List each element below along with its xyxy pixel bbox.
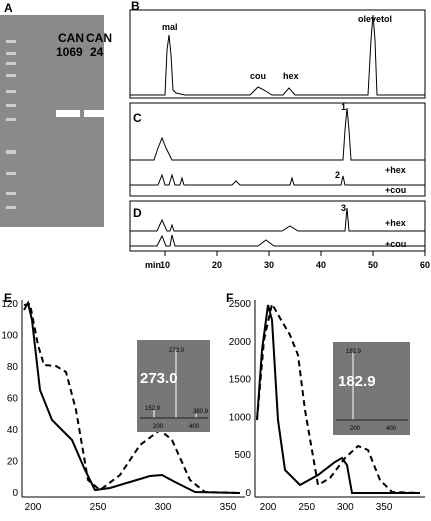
x-tick-label: 200 <box>153 424 164 430</box>
lane-label: CAN <box>58 31 84 45</box>
spectrum <box>23 300 241 494</box>
y-tick-label: 1500 <box>229 375 252 386</box>
panel-label: A <box>4 1 13 15</box>
y-tick-label: 100 <box>1 331 18 342</box>
panel-label: F <box>226 291 233 305</box>
x-tick-label: 250 <box>90 502 107 513</box>
peak-label: cou <box>250 71 266 81</box>
x-tick-label: 10 <box>160 260 170 270</box>
x-tick-label: 20 <box>212 260 222 270</box>
mass-label: 273.0 <box>140 370 178 387</box>
axis-unit: min <box>145 260 161 270</box>
band <box>84 110 104 117</box>
lane-label: 1069 <box>56 45 83 59</box>
x-tick-label: 200 <box>350 426 361 432</box>
x-tick-label: 300 <box>155 502 172 513</box>
peak-label: 3 <box>341 203 346 213</box>
peak-label: hex <box>283 71 299 81</box>
trace <box>130 173 425 186</box>
trace-label: +hex <box>385 218 406 228</box>
x-tick-label: 40 <box>316 260 326 270</box>
peak-label: olevetol <box>358 14 392 24</box>
y-tick-label: 1000 <box>229 412 252 423</box>
frame <box>129 102 426 197</box>
peak-label: 2 <box>335 170 340 180</box>
trace <box>130 207 425 232</box>
trace <box>130 234 425 247</box>
ladder <box>6 40 16 209</box>
x-tick-label: 50 <box>368 260 378 270</box>
peak-label: 1 <box>341 102 346 112</box>
y-tick-label: 20 <box>7 457 19 468</box>
y-tick-label: 2000 <box>229 337 252 348</box>
x-tick-label: 30 <box>264 260 274 270</box>
x-tick-label: 200 <box>25 502 42 513</box>
band <box>56 110 80 117</box>
spectrum <box>256 301 421 494</box>
peak-label: mal <box>162 22 178 32</box>
y-tick-label: 0 <box>245 488 251 499</box>
x-tick-label: 300 <box>337 502 354 513</box>
y-tick-label: 120 <box>1 299 18 310</box>
x-tick-label: 200 <box>260 502 277 513</box>
y-tick-label: 80 <box>7 362 19 373</box>
inset <box>137 340 210 432</box>
spectrum <box>256 304 420 494</box>
y-tick-label: 0 <box>12 488 18 499</box>
y-tick-label: 500 <box>234 450 251 461</box>
frame <box>129 9 426 99</box>
gel <box>0 15 104 227</box>
panel-label: E <box>4 291 12 305</box>
trace <box>130 107 425 161</box>
x-tick-label: 400 <box>189 424 200 430</box>
mass-label: 182.9 <box>338 373 376 390</box>
x-tick-label: 250 <box>298 502 315 513</box>
y-tick-label: 60 <box>7 394 19 405</box>
ms-label: 273.0 <box>169 348 185 354</box>
lane-label: CAN <box>86 31 112 45</box>
trace <box>130 14 425 96</box>
x-tick-label: 60 <box>420 260 430 270</box>
panel-label: B <box>131 0 140 13</box>
trace-label: +cou <box>385 239 406 249</box>
trace-label: +hex <box>385 165 406 175</box>
ms-label: 182.9 <box>346 349 362 355</box>
x-tick-label: 350 <box>220 502 237 513</box>
y-tick-label: 2500 <box>229 299 252 310</box>
x-tick-label: 400 <box>386 426 397 432</box>
ms-label: 380.9 <box>193 409 209 415</box>
x-tick-label: 350 <box>376 502 393 513</box>
y-tick-label: 40 <box>7 425 19 436</box>
panel-label: C <box>133 111 142 125</box>
spectrum <box>23 302 241 494</box>
lane-label: 24 <box>90 45 104 59</box>
ms-label: 152.9 <box>145 406 161 412</box>
trace-label: +cou <box>385 185 406 195</box>
panel-label: D <box>133 206 142 220</box>
